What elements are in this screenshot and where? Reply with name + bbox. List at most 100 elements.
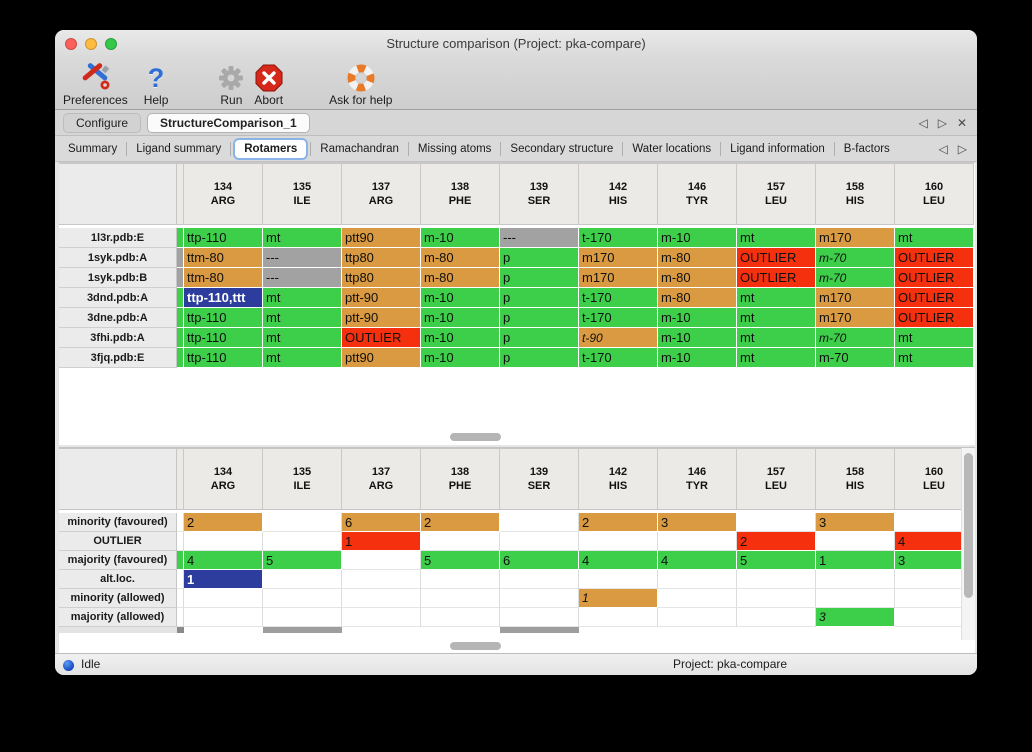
column-header-139[interactable]: 139 SER [500, 448, 579, 510]
row-header[interactable]: 1syk.pdb:A [59, 248, 177, 268]
table-cell[interactable]: mt [737, 288, 816, 308]
subtab-scroll-right-icon[interactable]: ▷ [957, 142, 967, 156]
toolbar-button-preferences[interactable]: Preferences [63, 61, 128, 107]
table-cell[interactable]: m170 [579, 248, 658, 268]
subtab-scroll-left-icon[interactable]: ◁ [938, 142, 948, 156]
table-cell[interactable]: OUTLIER [895, 288, 974, 308]
table-cell[interactable]: ptt90 [342, 228, 421, 248]
table-cell-empty[interactable] [500, 589, 579, 608]
table-cell-empty[interactable] [579, 532, 658, 551]
row-header[interactable]: alt.loc. [59, 570, 177, 589]
row-header[interactable]: majority (favoured) [59, 551, 177, 570]
table-cell-empty[interactable] [263, 608, 342, 627]
subtab-ligand-information[interactable]: Ligand information [730, 142, 825, 155]
row-header[interactable]: 3fjq.pdb:E [59, 348, 177, 368]
table-cell[interactable]: OUTLIER [342, 328, 421, 348]
row-header[interactable]: minority (allowed) [59, 589, 177, 608]
column-header-157[interactable]: 157 LEU [737, 163, 816, 225]
table-cell[interactable]: OUTLIER [737, 248, 816, 268]
table-cell-empty[interactable] [184, 532, 263, 551]
table-cell[interactable]: mt [737, 308, 816, 328]
table-cell-empty[interactable] [658, 570, 737, 589]
table-cell[interactable]: m-10 [421, 228, 500, 248]
table-cell[interactable]: OUTLIER [895, 248, 974, 268]
table-cell[interactable]: --- [263, 248, 342, 268]
table-cell[interactable]: ttp-110 [184, 348, 263, 368]
table-cell[interactable]: p [500, 268, 579, 288]
subtab-summary[interactable]: Summary [68, 142, 118, 155]
table-cell[interactable]: 5 [263, 551, 342, 570]
column-header-142[interactable]: 142 HIS [579, 163, 658, 225]
horizontal-scrollbar-thumb[interactable] [450, 642, 501, 650]
subtab-rotamers[interactable]: Rotamers [235, 139, 307, 158]
table-cell-empty[interactable] [342, 570, 421, 589]
table-cell-empty[interactable] [579, 570, 658, 589]
subtab-ramachandran[interactable]: Ramachandran [320, 142, 399, 155]
table-cell[interactable]: t-170 [579, 288, 658, 308]
column-header-146[interactable]: 146 TYR [658, 163, 737, 225]
table-cell[interactable]: ttp-110,ttt [184, 288, 263, 308]
column-header-135[interactable]: 135 ILE [263, 448, 342, 510]
table-cell[interactable]: OUTLIER [895, 268, 974, 288]
table-cell[interactable]: ttp-110 [184, 328, 263, 348]
column-header-137[interactable]: 137 ARG [342, 448, 421, 510]
horizontal-scrollbar-thumb[interactable] [450, 433, 501, 441]
table-cell[interactable]: OUTLIER [895, 308, 974, 328]
subtab-ligand-summary[interactable]: Ligand summary [136, 142, 222, 155]
table-cell[interactable]: ptt90 [342, 348, 421, 368]
table-cell[interactable]: 6 [500, 551, 579, 570]
table-cell[interactable]: mt [263, 328, 342, 348]
toolbar-button-run[interactable]: Run [216, 61, 246, 107]
table-cell[interactable]: mt [895, 228, 974, 248]
table-cell-empty[interactable] [500, 532, 579, 551]
table-cell[interactable]: t-90 [579, 328, 658, 348]
table-cell[interactable]: m170 [816, 308, 895, 328]
table-cell[interactable]: 1 [816, 551, 895, 570]
table-cell[interactable]: m-10 [421, 308, 500, 328]
tab-scroll-right-icon[interactable]: ▷ [937, 116, 947, 130]
subtab-missing-atoms[interactable]: Missing atoms [417, 142, 492, 155]
table-cell-empty[interactable] [184, 589, 263, 608]
table-cell-empty[interactable] [816, 532, 895, 551]
table-cell[interactable]: p [500, 288, 579, 308]
table-cell[interactable]: m-70 [816, 268, 895, 288]
column-header-138[interactable]: 138 PHE [421, 448, 500, 510]
table-cell[interactable]: ttp80 [342, 268, 421, 288]
titlebar[interactable]: Structure comparison (Project: pka-compa… [55, 30, 977, 58]
table-cell[interactable]: m-80 [658, 268, 737, 288]
column-header-158[interactable]: 158 HIS [816, 448, 895, 510]
table-cell[interactable]: mt [737, 228, 816, 248]
table-cell-empty[interactable] [421, 589, 500, 608]
subtab-water-locations[interactable]: Water locations [632, 142, 712, 155]
table-cell[interactable]: p [500, 248, 579, 268]
table-cell[interactable]: --- [500, 228, 579, 248]
table-cell[interactable]: m170 [816, 228, 895, 248]
table-cell-empty[interactable] [816, 570, 895, 589]
column-header-157[interactable]: 157 LEU [737, 448, 816, 510]
table-cell-empty[interactable] [263, 589, 342, 608]
table-cell[interactable]: ttm-80 [184, 248, 263, 268]
row-header[interactable]: majority (allowed) [59, 608, 177, 627]
table-cell[interactable]: 1 [342, 532, 421, 551]
table-cell[interactable]: t-170 [579, 308, 658, 328]
subtab-b-factors[interactable]: B-factors [843, 142, 890, 155]
close-button[interactable] [65, 38, 77, 50]
table-cell[interactable]: p [500, 348, 579, 368]
column-header-137[interactable]: 137 ARG [342, 163, 421, 225]
table-cell-empty[interactable] [579, 608, 658, 627]
table-cell[interactable]: 2 [184, 513, 263, 532]
column-header-138[interactable]: 138 PHE [421, 163, 500, 225]
row-header[interactable]: OUTLIER [59, 532, 177, 551]
table-cell-empty[interactable] [658, 532, 737, 551]
table-cell[interactable]: m-80 [421, 248, 500, 268]
table-cell-empty[interactable] [658, 589, 737, 608]
table-cell[interactable]: m-70 [816, 248, 895, 268]
row-header[interactable]: 3dne.pdb:A [59, 308, 177, 328]
table-cell[interactable]: m-10 [658, 348, 737, 368]
tab-structurecomparison-1[interactable]: StructureComparison_1 [147, 112, 310, 133]
toolbar-button-ask-for-help[interactable]: Ask for help [329, 61, 392, 107]
table-cell[interactable]: m-70 [816, 328, 895, 348]
table-cell[interactable]: 2 [737, 532, 816, 551]
table-cell-empty[interactable] [658, 608, 737, 627]
table-cell[interactable]: ptt-90 [342, 308, 421, 328]
